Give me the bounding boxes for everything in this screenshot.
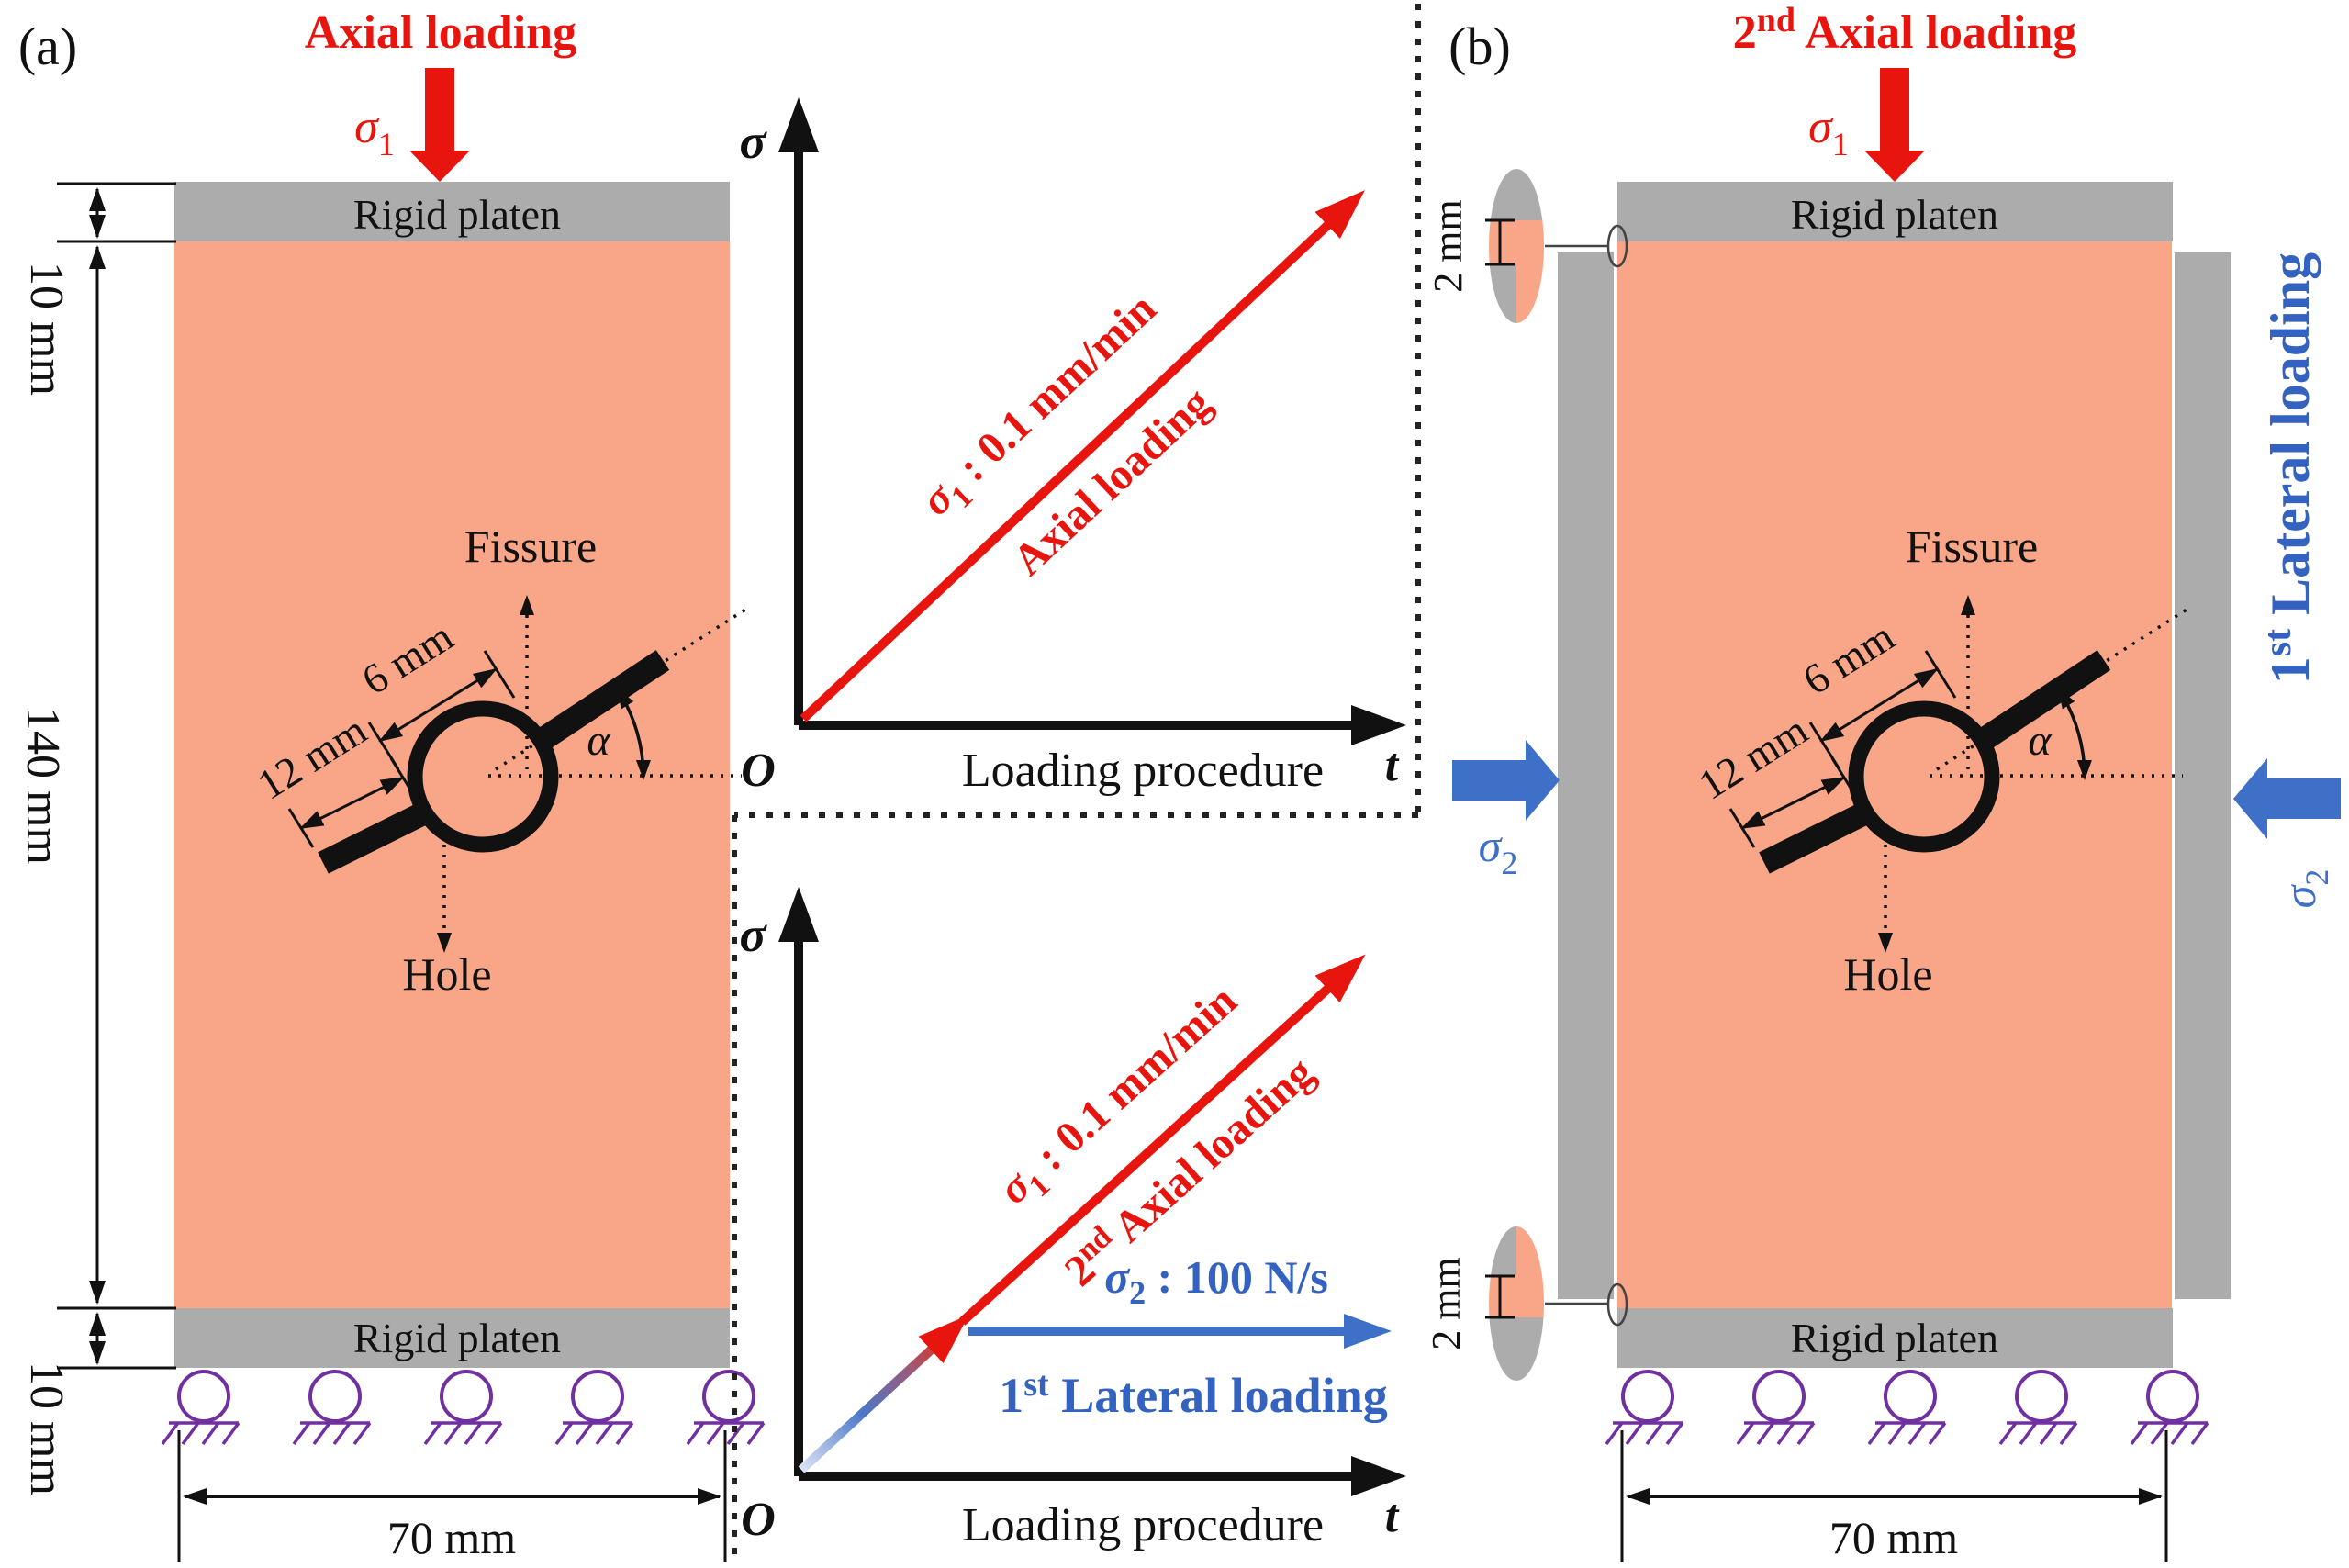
panel-b-title: 2nd Axial loading	[1733, 1, 2077, 59]
dim-label-140mm: 140 mm	[17, 707, 69, 865]
gap-lens-top	[1489, 169, 1544, 323]
dim-label-70mm-b: 70 mm	[1829, 1512, 1958, 1563]
dim-label-70mm-a: 70 mm	[387, 1512, 516, 1563]
fissure-upper-segment	[533, 650, 670, 751]
lateral-platen-b-right	[2175, 252, 2231, 1299]
gap-marker-top	[1606, 224, 1628, 268]
x-axis-caption: Loading procedure	[962, 745, 1324, 797]
rigid-platen-a-top	[174, 182, 730, 241]
rigid-platen-a-top-label: Rigid platen	[353, 191, 561, 238]
gap-marker-bottom	[1606, 1282, 1628, 1327]
loading-graph-bottom: σ O t Loading procedure σ2 : 100 N/s 1st…	[739, 887, 1406, 1551]
y-axis-label: σ	[739, 114, 767, 169]
fissure-label: Fissure	[464, 521, 597, 572]
alpha-label: α	[587, 716, 610, 765]
rollers-b	[1606, 1372, 2208, 1444]
loading-graph-top: σ O t Loading procedure σ1 : 0.1 mm/min …	[739, 97, 1406, 797]
fissure-lower-segment	[318, 801, 431, 874]
axial-load-arrow-a	[409, 68, 470, 182]
rigid-platen-b-top	[1617, 182, 2173, 241]
alpha-angle-arc	[616, 688, 651, 780]
sigma2-right-label: σ2	[2274, 869, 2335, 909]
first-lateral-ramp	[798, 1315, 969, 1473]
y-axis-label: σ	[739, 907, 767, 962]
dim-label-10mm-top: 10 mm	[20, 262, 73, 396]
lateral-platen-b-left	[1558, 252, 1614, 1299]
hole-fissure-detail: Fissure Hole α 6 mm 12 mm	[250, 521, 746, 1000]
dimension-ticks-a	[57, 182, 176, 1370]
first-lateral-loading-title: 1st Lateral loading	[2257, 252, 2321, 684]
panel-a-label: (a)	[18, 17, 77, 76]
x-axis-caption: Loading procedure	[962, 1499, 1324, 1551]
panel-b-label: (b)	[1449, 17, 1511, 76]
origin-label: O	[741, 745, 776, 797]
rigid-platen-a-bottom	[174, 1308, 730, 1368]
gap-dim-bracket-top	[1485, 218, 1515, 266]
panel-a-title: Axial loading	[305, 6, 576, 59]
dim-label-10mm-bottom: 10 mm	[20, 1361, 73, 1495]
axial-load-arrow-b	[1864, 68, 1925, 182]
gap-dim-bracket-bottom	[1485, 1274, 1515, 1319]
panel-separator-dotted	[732, 4, 1421, 1565]
t-axis-label: t	[1385, 739, 1400, 791]
panel-a-sigma1: σ1	[354, 101, 395, 162]
gap-lens-bottom	[1489, 1226, 1544, 1381]
sigma2-left-label: σ2	[1479, 820, 1518, 881]
rigid-platen-a-bottom-label: Rigid platen	[353, 1315, 561, 1361]
dim-12mm-line	[299, 776, 405, 830]
dim-6mm-line	[378, 667, 498, 743]
lateral-load-arrow-right	[2233, 758, 2341, 839]
panel-b-sigma1: σ1	[1808, 101, 1849, 162]
rigid-platen-b-top-label: Rigid platen	[1791, 191, 1998, 238]
t-axis-label: t	[1385, 1490, 1400, 1542]
rigid-platen-b-bottom-label: Rigid platen	[1791, 1315, 1998, 1361]
lateral-load-arrow-left	[1452, 740, 1560, 821]
gap-label-top: 2 mm	[1426, 199, 1471, 292]
lateral-rate-label: σ2 : 100 N/s	[1104, 1251, 1328, 1311]
axial-loading-curve	[800, 190, 1365, 722]
rollers-a	[162, 1372, 764, 1444]
origin-label: O	[741, 1494, 776, 1546]
hole-label: Hole	[402, 948, 491, 1000]
rigid-platen-b-bottom	[1617, 1308, 2173, 1368]
lateral-name-label: 1st Lateral loading	[999, 1365, 1387, 1423]
second-axial-curve	[958, 954, 1366, 1326]
dim-70mm-a	[177, 1430, 727, 1562]
dim-70mm-b	[1620, 1430, 2168, 1562]
gap-label-bottom: 2 mm	[1424, 1257, 1469, 1350]
